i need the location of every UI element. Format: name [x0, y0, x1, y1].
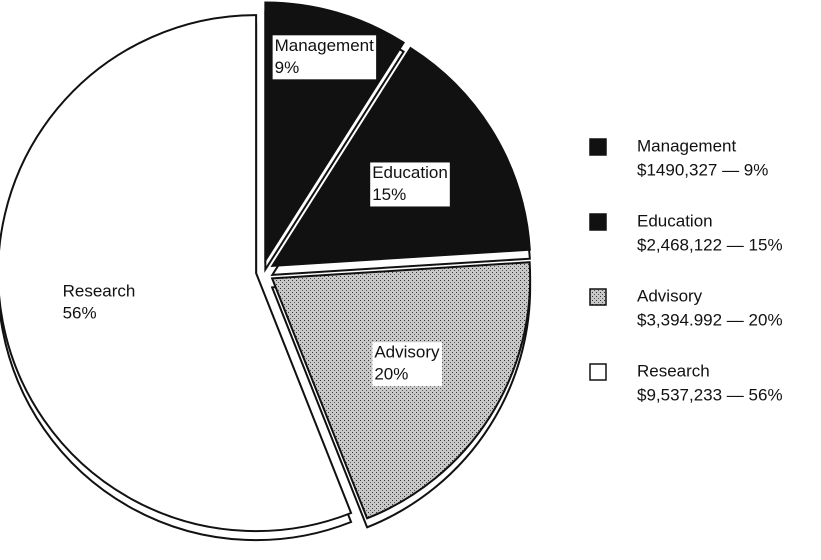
slice [270, 261, 532, 520]
label-background [370, 162, 450, 207]
legend-swatch [589, 213, 607, 231]
legend-detail: $1490,327 — 9% [637, 160, 768, 179]
category-label: Advisory [374, 343, 440, 362]
slice-label: Research 56% [63, 282, 136, 323]
value-label: 56% [63, 304, 97, 323]
category-label: Management [275, 36, 375, 55]
slice [0, 14, 353, 533]
slice-label: Management 9% [272, 35, 377, 80]
label-background [272, 35, 377, 80]
slice-label: Education 15% [370, 162, 450, 207]
value-label: 9% [275, 58, 300, 77]
slice-label: Advisory 20% [372, 342, 443, 387]
legend-detail: $3,394.992 — 20% [637, 310, 783, 329]
label-background [372, 342, 443, 387]
legend-label: Advisory [637, 286, 703, 305]
value-label: 15% [372, 185, 406, 204]
legend-label: Research [637, 361, 710, 380]
slice [270, 46, 531, 268]
legend-detail: $9,537,233 — 56% [637, 385, 783, 404]
legend-label: Education [637, 211, 713, 230]
value-label: 20% [374, 365, 408, 384]
category-label: Research [63, 282, 136, 301]
legend-label: Management [637, 136, 737, 155]
legend-detail: $2,468,122 — 15% [637, 235, 783, 254]
legend-swatch [589, 288, 607, 306]
category-label: Education [372, 163, 448, 182]
legend-swatch [589, 138, 607, 156]
legend-swatch [589, 363, 607, 381]
